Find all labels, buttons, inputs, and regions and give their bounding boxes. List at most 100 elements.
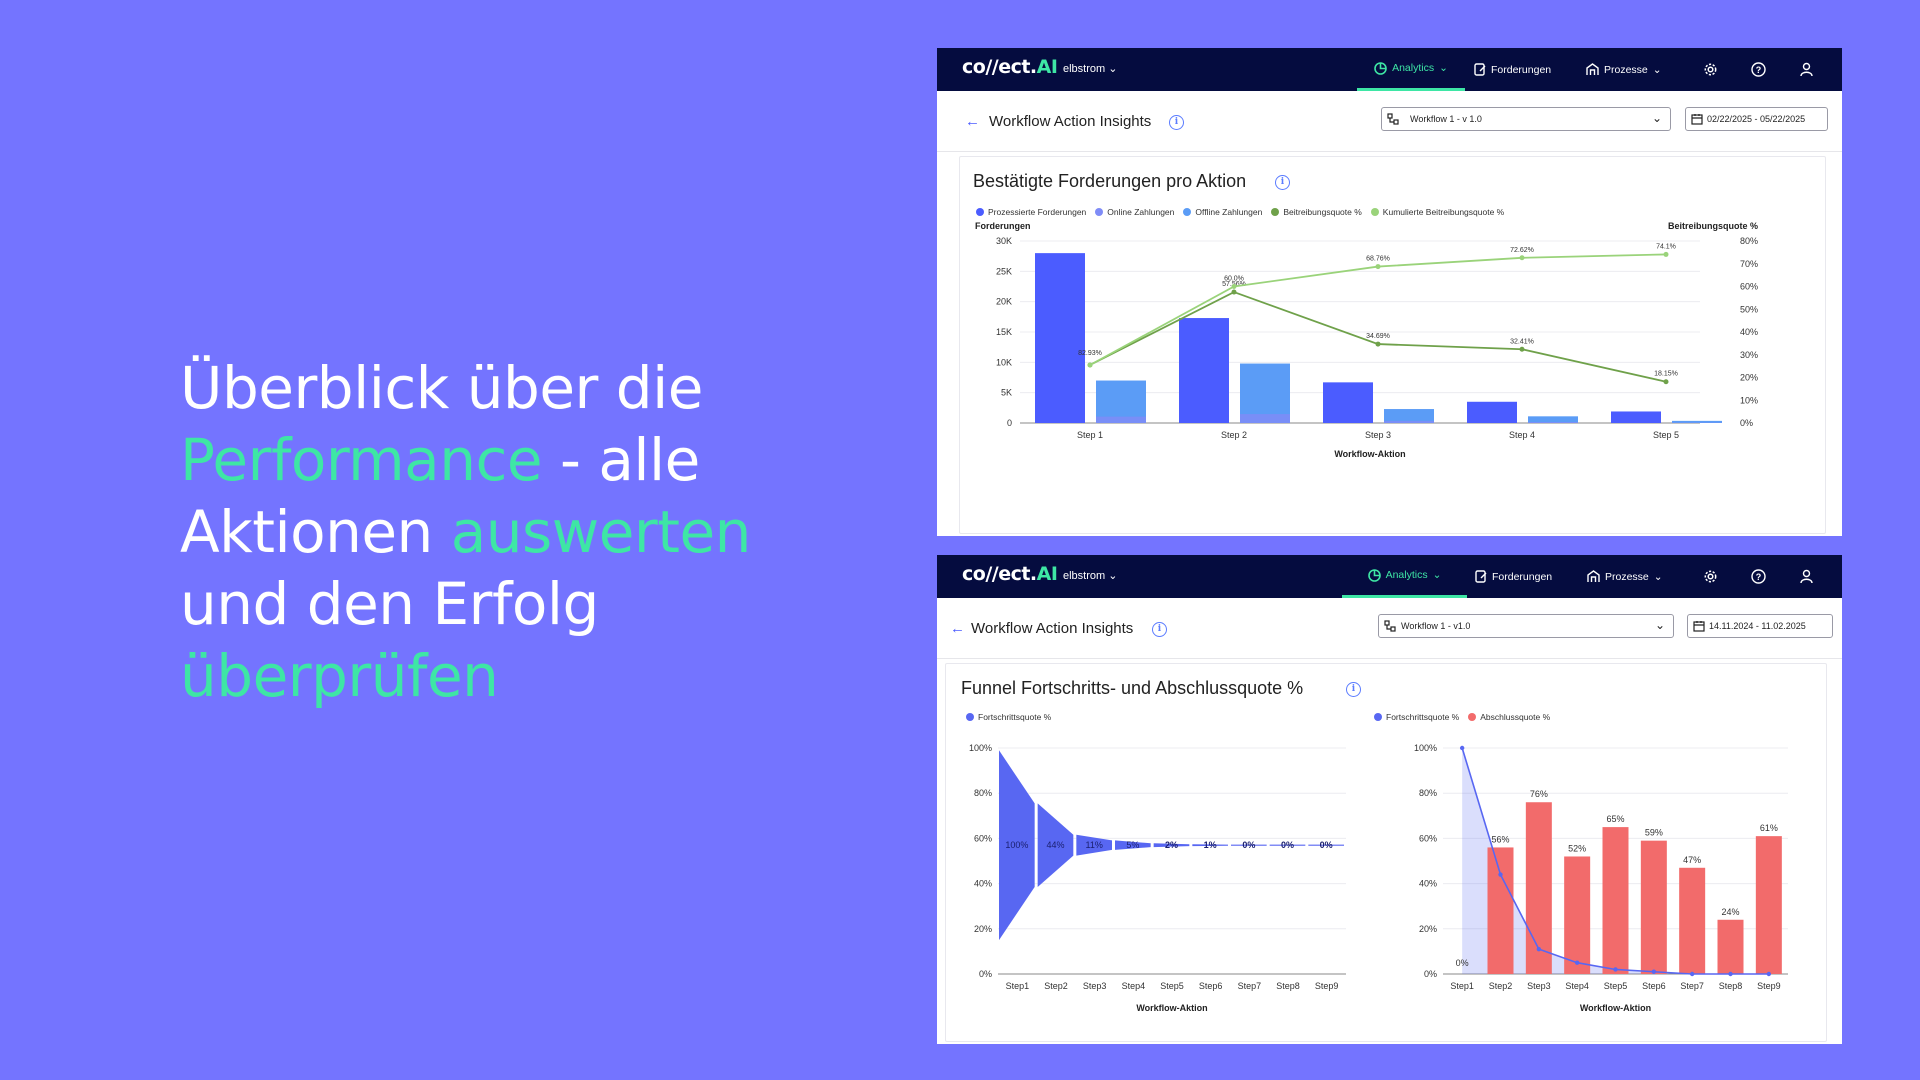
y2-tick-label: 80% [1740, 236, 1758, 246]
logo[interactable]: co//ect.AI [962, 563, 1058, 585]
tenant-select[interactable]: elbstrom ⌄ [1063, 569, 1117, 582]
legend-label: Offline Zahlungen [1195, 207, 1263, 217]
y-tick-label: 100% [969, 743, 992, 753]
data-label: 11% [1085, 840, 1102, 850]
nav-forderungen[interactable]: Forderungen [1475, 555, 1552, 598]
x-tick-label: Step6 [1199, 981, 1223, 991]
date-range-value: 02/22/2025 - 05/22/2025 [1707, 114, 1806, 124]
nav-analytics[interactable]: Analytics ⌄ [1357, 48, 1465, 91]
y-tick-label: 10K [996, 357, 1012, 367]
legend-swatch [1183, 208, 1192, 216]
x-tick-label: Step2 [1044, 981, 1068, 991]
date-range-picker[interactable]: 02/22/2025 - 05/22/2025 [1685, 107, 1828, 131]
user-icon[interactable] [1798, 568, 1815, 585]
chevron-down-icon: ⌄ [1652, 63, 1662, 76]
bar-offline [1384, 409, 1434, 423]
data-label: 2% [1165, 840, 1178, 850]
tenant-label: elbstrom [1063, 570, 1106, 582]
x-tick-label: Step 3 [1365, 430, 1391, 440]
y-axis-title: Forderungen [975, 221, 1031, 231]
line-point [1519, 346, 1525, 352]
y-tick-label: 20K [996, 297, 1012, 307]
line-point [1613, 967, 1618, 972]
chevron-down-icon: ⌄ [1653, 570, 1663, 583]
x-tick-label: Step7 [1680, 981, 1704, 991]
headline-text: Aktionen [180, 498, 451, 566]
chart-card: Bestätigte Forderungen pro Aktion i Proz… [959, 156, 1826, 534]
headline-text: - alle [542, 426, 700, 494]
legend-swatch [1374, 713, 1382, 721]
tenant-select[interactable]: elbstrom ⌄ [1063, 62, 1117, 75]
top-nav: co//ect.AI elbstrom ⌄ Analytics ⌄ Forder… [937, 555, 1842, 598]
bar-abschluss [1525, 802, 1552, 974]
workflow-select[interactable]: Workflow 1 - v1.0 ⌄ [1378, 614, 1674, 638]
headline: Überblick über die Performance - alle Ak… [180, 352, 820, 712]
headline-highlight: überprüfen [180, 642, 499, 710]
gear-icon[interactable] [1702, 568, 1719, 585]
info-icon[interactable]: i [1346, 682, 1361, 697]
back-arrow-icon[interactable]: ← [950, 620, 965, 637]
chevron-down-icon: ⌄ [1432, 569, 1442, 581]
bar-prozessierte [1179, 318, 1229, 423]
page-title: Workflow Action Insights [971, 620, 1134, 637]
nav-prozesse[interactable]: Prozesse ⌄ [1586, 48, 1662, 91]
logo-ai: AI [1036, 563, 1058, 585]
chart-legend: Fortschrittsquote % [966, 712, 1051, 722]
data-label: 0% [1281, 840, 1294, 850]
bar-online [1384, 420, 1434, 423]
y-tick-label: 100% [1414, 743, 1437, 753]
legend-item[interactable]: Prozessierte Forderungen [976, 207, 1086, 217]
info-icon[interactable]: i [1169, 115, 1184, 130]
bar-abschluss [1717, 919, 1744, 974]
top-nav: co//ect.AI elbstrom ⌄ Analytics ⌄ Forder… [937, 48, 1842, 91]
headline-line-1: Überblick über die [180, 352, 820, 424]
data-label: 61% [1760, 823, 1778, 833]
legend-item[interactable]: Fortschrittsquote % [966, 712, 1051, 722]
nav-forderungen[interactable]: Forderungen [1474, 48, 1551, 91]
data-label: 59% [1645, 828, 1663, 838]
info-icon[interactable]: i [1275, 175, 1290, 190]
user-icon[interactable] [1798, 61, 1815, 78]
legend-label: Abschlussquote % [1480, 712, 1551, 722]
x-tick-label: Step 1 [1077, 430, 1103, 440]
back-arrow-icon[interactable]: ← [965, 113, 980, 130]
legend-swatch [1271, 208, 1280, 216]
x-tick-label: Step9 [1315, 981, 1339, 991]
y2-tick-label: 40% [1740, 327, 1758, 337]
data-label: 1% [1204, 840, 1217, 850]
legend-item[interactable]: Fortschrittsquote % [1374, 712, 1459, 722]
nav-prozesse[interactable]: Prozesse ⌄ [1587, 555, 1663, 598]
legend-item[interactable]: Abschlussquote % [1468, 712, 1550, 722]
help-icon[interactable]: ? [1750, 61, 1767, 78]
date-range-picker[interactable]: 14.11.2024 - 11.02.2025 [1687, 614, 1833, 638]
legend-swatch [966, 713, 974, 721]
nav-prozesse-label: Prozesse [1605, 570, 1649, 583]
y-tick-label: 0% [979, 969, 992, 979]
logo-text: co//ect. [962, 563, 1037, 585]
page-header: ← Workflow Action Insights i Workflow 1 … [937, 598, 1842, 659]
y2-tick-label: 60% [1740, 282, 1758, 292]
bar-offline [1096, 380, 1146, 423]
workflow-select[interactable]: Workflow 1 - v 1.0 ⌄ [1381, 107, 1671, 131]
help-icon[interactable]: ? [1750, 568, 1767, 585]
data-label: 0% [1456, 958, 1469, 968]
chart-legend: Prozessierte Forderungen Online Zahlungen… [976, 207, 1504, 217]
info-icon[interactable]: i [1152, 622, 1167, 637]
nav-analytics[interactable]: Analytics ⌄ [1342, 555, 1467, 598]
bar-prozessierte [1611, 411, 1661, 423]
line-point [1375, 341, 1381, 347]
legend-item[interactable]: Kumulierte Beitreibungsquote % [1370, 207, 1504, 217]
line-point [1728, 971, 1733, 977]
data-label: 0% [1320, 840, 1333, 850]
x-tick-label: Step8 [1276, 981, 1300, 991]
chevron-down-icon: ⌄ [1108, 63, 1118, 75]
y2-tick-label: 0% [1740, 418, 1753, 428]
prozesse-icon [1587, 570, 1600, 582]
nav-analytics-label: Analytics [1385, 569, 1428, 581]
logo[interactable]: co//ect.AI [962, 56, 1058, 78]
gear-icon[interactable] [1702, 61, 1719, 78]
x-tick-label: Step5 [1604, 981, 1628, 991]
legend-item[interactable]: Offline Zahlungen [1183, 207, 1262, 217]
legend-item[interactable]: Beitreibungsquote % [1271, 207, 1362, 217]
legend-item[interactable]: Online Zahlungen [1095, 207, 1174, 217]
